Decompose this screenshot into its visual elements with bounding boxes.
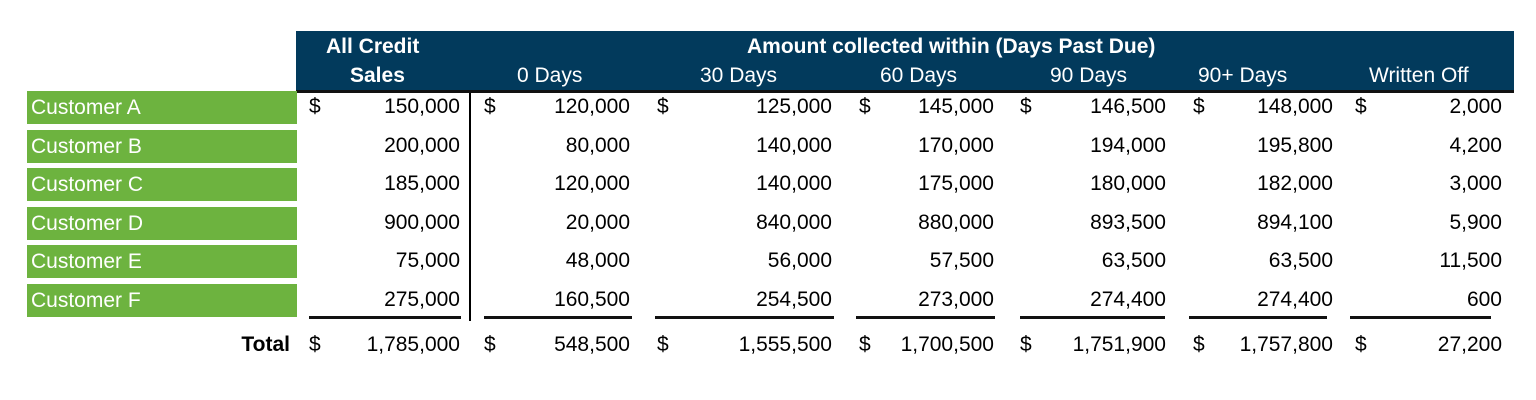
subtotal-underline bbox=[484, 316, 632, 319]
cell-0-days: 20,000 bbox=[565, 211, 630, 234]
currency-symbol: $ bbox=[859, 95, 871, 118]
header-30-days: 30 Days bbox=[700, 64, 778, 87]
currency-symbol: $ bbox=[657, 95, 669, 118]
cell-60-days: 145,000 bbox=[918, 95, 994, 118]
cell-all-credit: 185,000 bbox=[384, 172, 460, 195]
header-60-days: 60 Days bbox=[880, 64, 958, 87]
cell-30-days: 140,000 bbox=[756, 172, 832, 195]
cell-all-credit: 200,000 bbox=[384, 134, 460, 157]
subtotal-underline bbox=[1189, 316, 1327, 319]
header-all-credit-line1: All Credit bbox=[326, 35, 420, 58]
row-label-customer-c: Customer C bbox=[27, 168, 297, 201]
header-group-title: Amount collected within (Days Past Due) bbox=[747, 35, 1156, 58]
total-90-days: 1,751,900 bbox=[1072, 333, 1166, 356]
cell-0-days: 48,000 bbox=[565, 249, 630, 272]
header-90plus-days: 90+ Days bbox=[1198, 64, 1288, 87]
cell-60-days: 880,000 bbox=[918, 211, 994, 234]
cell-90plus-days: 148,000 bbox=[1257, 95, 1333, 118]
cell-written-off: 4,200 bbox=[1449, 134, 1502, 157]
cell-90-days: 893,500 bbox=[1090, 211, 1166, 234]
cell-90-days: 194,000 bbox=[1090, 134, 1166, 157]
cell-all-credit: 150,000 bbox=[384, 95, 460, 118]
total-60-days: 1,700,500 bbox=[900, 333, 994, 356]
row-label-customer-e: Customer E bbox=[27, 245, 297, 278]
cell-written-off: 2,000 bbox=[1449, 95, 1502, 118]
subtotal-underline bbox=[655, 316, 834, 319]
currency-symbol: $ bbox=[859, 333, 871, 356]
row-label-customer-a: Customer A bbox=[27, 91, 297, 124]
cell-60-days: 170,000 bbox=[918, 134, 994, 157]
row-label-customer-d: Customer D bbox=[27, 207, 297, 240]
currency-symbol: $ bbox=[1020, 95, 1032, 118]
cell-30-days: 125,000 bbox=[756, 95, 832, 118]
cell-written-off: 11,500 bbox=[1439, 249, 1502, 272]
cell-30-days: 840,000 bbox=[756, 211, 832, 234]
cell-90-days: 63,500 bbox=[1101, 249, 1166, 272]
total-all-credit: 1,785,000 bbox=[366, 333, 460, 356]
total-90plus-days: 1,757,800 bbox=[1239, 333, 1333, 356]
cell-60-days: 175,000 bbox=[918, 172, 994, 195]
currency-symbol: $ bbox=[484, 95, 496, 118]
currency-symbol: $ bbox=[1355, 333, 1367, 356]
cell-all-credit: 275,000 bbox=[384, 288, 460, 311]
currency-symbol: $ bbox=[1193, 333, 1205, 356]
cell-all-credit: 900,000 bbox=[384, 211, 460, 234]
cell-30-days: 140,000 bbox=[756, 134, 832, 157]
column-divider bbox=[469, 93, 471, 321]
subtotal-underline bbox=[856, 316, 995, 319]
cell-60-days: 57,500 bbox=[929, 249, 994, 272]
cell-60-days: 273,000 bbox=[918, 288, 994, 311]
cell-written-off: 5,900 bbox=[1449, 211, 1502, 234]
subtotal-underline bbox=[309, 316, 461, 319]
cell-90plus-days: 894,100 bbox=[1257, 211, 1333, 234]
row-label-customer-f: Customer F bbox=[27, 284, 297, 317]
currency-symbol: $ bbox=[657, 333, 669, 356]
cell-30-days: 56,000 bbox=[767, 249, 832, 272]
currency-symbol: $ bbox=[1355, 95, 1367, 118]
total-written-off: 27,200 bbox=[1437, 333, 1502, 356]
header-90-days: 90 Days bbox=[1050, 64, 1128, 87]
cell-0-days: 120,000 bbox=[554, 172, 630, 195]
currency-symbol: $ bbox=[309, 333, 321, 356]
row-label-customer-b: Customer B bbox=[27, 130, 297, 163]
header-written-off: Written Off bbox=[1369, 64, 1469, 87]
cell-90plus-days: 63,500 bbox=[1268, 249, 1333, 272]
cell-written-off: 3,000 bbox=[1449, 172, 1502, 195]
currency-symbol: $ bbox=[484, 333, 496, 356]
header-all-credit-line2: Sales bbox=[350, 64, 405, 87]
cell-90plus-days: 182,000 bbox=[1257, 172, 1333, 195]
cell-0-days: 160,500 bbox=[554, 288, 630, 311]
total-0-days: 548,500 bbox=[554, 333, 630, 356]
cell-written-off: 600 bbox=[1466, 288, 1502, 311]
cell-0-days: 120,000 bbox=[554, 95, 630, 118]
cell-90-days: 146,500 bbox=[1090, 95, 1166, 118]
currency-symbol: $ bbox=[1020, 333, 1032, 356]
table-header bbox=[296, 31, 1514, 93]
cell-90-days: 274,400 bbox=[1090, 288, 1166, 311]
cell-all-credit: 75,000 bbox=[395, 249, 460, 272]
cell-90-days: 180,000 bbox=[1090, 172, 1166, 195]
total-label: Total bbox=[241, 333, 290, 356]
currency-symbol: $ bbox=[309, 95, 321, 118]
currency-symbol: $ bbox=[1193, 95, 1205, 118]
cell-90plus-days: 274,400 bbox=[1257, 288, 1333, 311]
cell-0-days: 80,000 bbox=[565, 134, 630, 157]
cell-90plus-days: 195,800 bbox=[1257, 134, 1333, 157]
total-30-days: 1,555,500 bbox=[738, 333, 832, 356]
cell-30-days: 254,500 bbox=[756, 288, 832, 311]
header-0-days: 0 Days bbox=[517, 64, 583, 87]
subtotal-underline bbox=[1350, 316, 1491, 319]
subtotal-underline bbox=[1020, 316, 1165, 319]
